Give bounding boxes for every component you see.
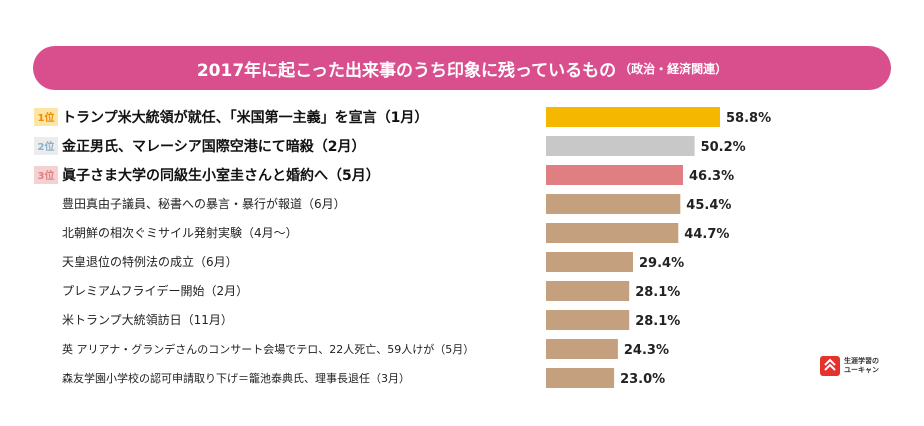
rank-badge (34, 108, 58, 126)
brand-logo: 生涯学習の ユーキャン (820, 355, 892, 377)
value-label: 29.4% (639, 256, 684, 271)
bar (546, 310, 630, 330)
value-label: 50.2% (701, 140, 746, 155)
value-label: 28.1% (635, 285, 680, 300)
bar (546, 194, 681, 214)
rank-badge-label: 2位 (38, 140, 55, 153)
bar (546, 107, 720, 127)
category-label: 眞子さま大学の同級生小室圭さんと婚約へ（5月） (62, 167, 380, 184)
category-label: 豊田真由子議員、秘書への暴言・暴行が報道（6月） (62, 196, 346, 211)
category-label: 英 アリアナ・グランデさんのコンサート会場でテロ、22人死亡、59人けが（5月） (62, 342, 474, 356)
bar (546, 165, 683, 185)
rank-badge (34, 166, 58, 184)
category-label: 森友学園小学校の認可申請取り下げ＝籠池泰典氏、理事長退任（3月） (62, 371, 410, 385)
title-banner: 2017年に起こった出来事のうち印象に残っているもの （政治・経済関連） (33, 46, 891, 90)
category-label: 米トランプ大統領訪日（11月） (62, 312, 233, 327)
category-label: 金正男氏、マレーシア国際空港にて暗殺（2月） (61, 138, 365, 155)
value-label: 23.0% (620, 372, 665, 387)
chart-title: 2017年に起こった出来事のうち印象に残っているもの (196, 60, 617, 81)
category-label: 天皇退位の特例法の成立（6月） (62, 254, 238, 269)
value-label: 28.1% (635, 314, 680, 329)
brand-line1: 生涯学習の (844, 357, 879, 365)
category-label: トランプ米大統領が就任、「米国第一主義」を宣言（1月） (62, 109, 428, 126)
value-label: 44.7% (684, 227, 729, 242)
bar (546, 281, 630, 301)
category-label: プレミアムフライデー開始（2月） (62, 283, 248, 298)
rank-badge (34, 137, 58, 155)
bar (546, 223, 679, 243)
brand-line2: ユーキャン (844, 366, 879, 374)
value-label: 46.3% (689, 169, 734, 184)
chart-subtitle: （政治・経済関連） (619, 61, 728, 76)
value-label: 58.8% (726, 111, 771, 126)
ucan-logo-icon (820, 356, 840, 376)
value-label: 45.4% (686, 198, 731, 213)
bar (546, 368, 615, 388)
value-label: 24.3% (624, 343, 669, 358)
category-label: 北朝鮮の相次ぐミサイル発射実験（4月〜） (62, 225, 298, 240)
rank-badge-label: 3位 (38, 169, 55, 182)
bar (546, 136, 695, 156)
bar (546, 252, 633, 272)
rank-badge-label: 1位 (38, 111, 55, 124)
brand-text: 生涯学習の ユーキャン (844, 357, 879, 375)
bar (546, 339, 618, 359)
